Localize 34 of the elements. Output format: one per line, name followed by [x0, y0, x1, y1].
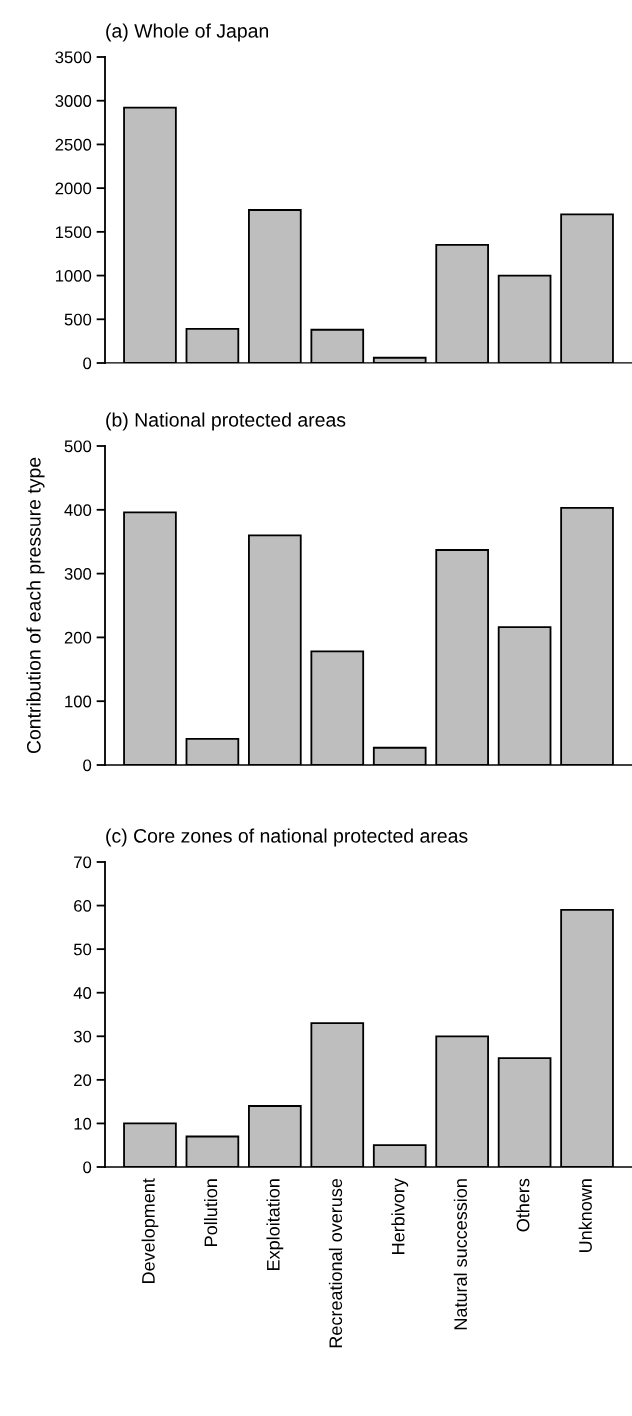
- x-tick-label: Others: [516, 1178, 530, 1232]
- x-tick-label: Pollution: [203, 1179, 218, 1246]
- y-tick-label: 1000: [56, 269, 92, 282]
- x-tick-label: Development: [141, 1178, 159, 1284]
- chart-title: (a) Whole of Japan: [106, 23, 269, 42]
- y-axis-title: Contribution of each pressure type: [26, 457, 45, 754]
- y-tick-label: 0: [83, 759, 92, 772]
- chart-title: (b) National protected areas: [106, 412, 346, 431]
- y-tick-label: 1500: [56, 226, 92, 239]
- y-tick-label: 2500: [55, 138, 92, 151]
- y-tick-label: 40: [73, 987, 92, 999]
- x-tick-label: Natural succession: [453, 1179, 468, 1330]
- y-tick-label: 200: [64, 631, 92, 644]
- y-tick-label: 0: [83, 357, 92, 370]
- y-tick-label: 100: [65, 695, 92, 708]
- x-tick-label: Herbivory: [391, 1178, 409, 1254]
- x-tick-label: Unknown: [578, 1179, 592, 1252]
- y-tick-label: 70: [74, 856, 92, 869]
- y-tick-label: 10: [74, 1117, 92, 1130]
- y-tick-label: 400: [64, 504, 92, 516]
- x-tick-label: Recreational overuse: [328, 1178, 343, 1348]
- y-tick-label: 500: [64, 440, 92, 453]
- y-tick-label: 2000: [55, 182, 92, 195]
- y-tick-label: 300: [64, 568, 92, 580]
- y-tick-label: 3000: [55, 95, 92, 107]
- y-tick-label: 60: [74, 899, 92, 912]
- y-tick-label: 500: [64, 313, 92, 326]
- y-tick-label: 0: [83, 1161, 92, 1174]
- x-tick-label: Exploitation: [266, 1179, 284, 1270]
- y-tick-label: 30: [73, 1030, 92, 1043]
- y-tick-label: 20: [74, 1074, 92, 1087]
- y-tick-label: 3500: [55, 51, 92, 64]
- y-tick-label: 50: [73, 943, 92, 956]
- chart-title: (c) Core zones of national protected areas: [106, 828, 468, 847]
